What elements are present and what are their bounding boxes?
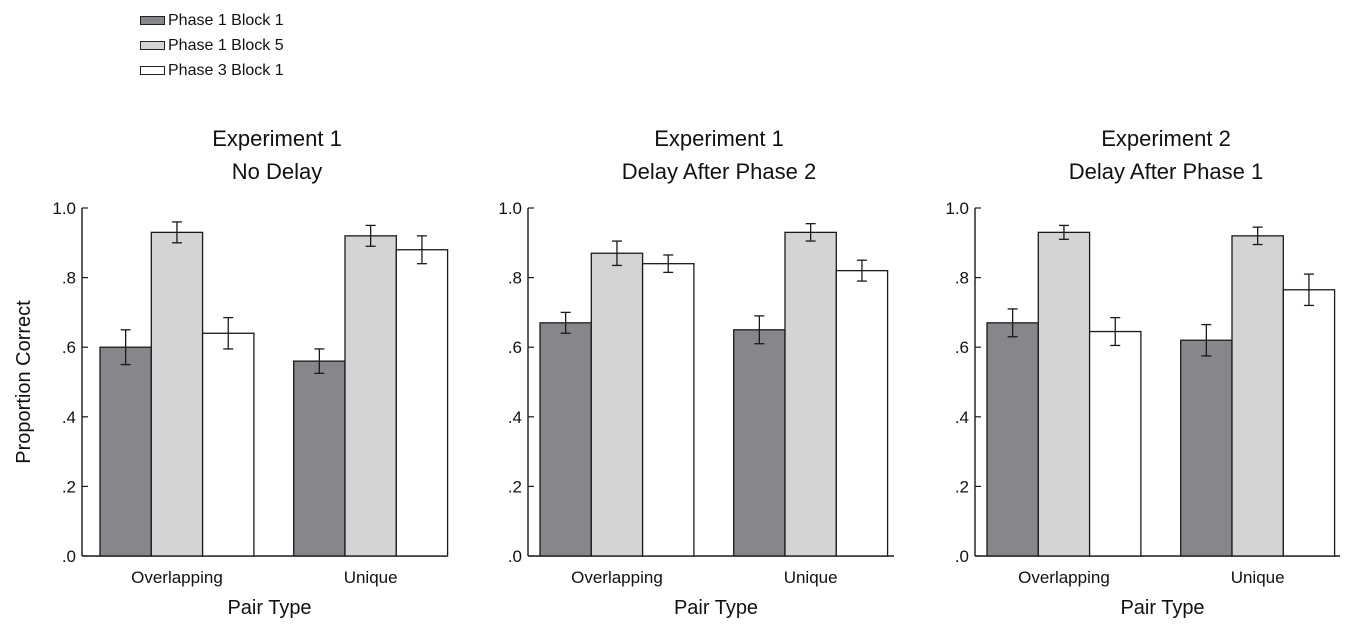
legend-swatch-phase1-block1 [140,16,165,25]
chart-title-line: Delay After Phase 1 [1069,159,1263,184]
bar [539,322,592,557]
bar [1180,339,1233,557]
x-tick-label: Overlapping [1018,568,1110,587]
chart-title-line: Experiment 1 [212,126,342,151]
legend-item-phase3-block1: Phase 3 Block 1 [140,58,284,83]
x-axis-label: Pair Type [674,597,758,619]
x-tick-label: Unique [344,568,398,587]
y-tick-label: 1.0 [945,199,969,218]
y-tick-label: .2 [955,477,969,496]
y-axis-label: Proportion Correct [13,300,35,464]
y-tick-label: .6 [508,338,522,357]
bar [835,269,889,557]
bar [395,249,449,557]
legend-label: Phase 3 Block 1 [168,61,284,79]
x-tick-label: Unique [1231,568,1285,587]
bar [733,329,786,557]
bar [641,263,695,557]
y-tick-label: 1.0 [52,199,76,218]
legend-item-phase1-block1: Phase 1 Block 1 [140,8,284,33]
bar [201,332,255,557]
y-tick-label: .4 [62,408,76,427]
y-tick-label: .0 [955,547,969,566]
x-tick-label: Overlapping [131,568,223,587]
bar [1231,235,1284,557]
chart-title-line: Experiment 1 [654,126,784,151]
y-tick-label: .2 [508,477,522,496]
bar [150,231,204,557]
chart-title-line: Delay After Phase 2 [622,159,816,184]
y-tick-label: .6 [62,338,76,357]
y-tick-label: .4 [508,408,522,427]
legend-swatch-phase3-block1 [140,66,165,75]
y-tick-label: .4 [955,408,969,427]
y-tick-label: .0 [62,547,76,566]
legend-label: Phase 1 Block 1 [168,11,284,29]
x-axis-label: Pair Type [227,597,311,619]
x-tick-label: Overlapping [571,568,663,587]
bar [1037,231,1091,557]
bar [99,346,152,557]
y-tick-label: .8 [508,269,522,288]
legend-swatch-phase1-block5 [140,41,165,50]
bar [1088,330,1142,557]
y-tick-label: 1.0 [498,199,522,218]
bar [1282,289,1336,557]
x-tick-label: Unique [784,568,838,587]
bar [590,252,644,557]
y-tick-label: .8 [955,269,969,288]
y-tick-label: .0 [508,547,522,566]
bar [344,235,397,557]
y-tick-label: .6 [955,338,969,357]
x-axis-label: Pair Type [1120,597,1204,619]
chart-legend: Phase 1 Block 1 Phase 1 Block 5 Phase 3 … [140,8,284,83]
y-tick-label: .2 [62,477,76,496]
chart-title-line: No Delay [232,159,322,184]
bar [293,360,346,557]
bar [784,231,837,557]
chart-title-line: Experiment 2 [1101,126,1231,151]
y-tick-label: .8 [62,269,76,288]
legend-item-phase1-block5: Phase 1 Block 5 [140,33,284,58]
legend-label: Phase 1 Block 5 [168,36,284,54]
bar [986,322,1039,557]
